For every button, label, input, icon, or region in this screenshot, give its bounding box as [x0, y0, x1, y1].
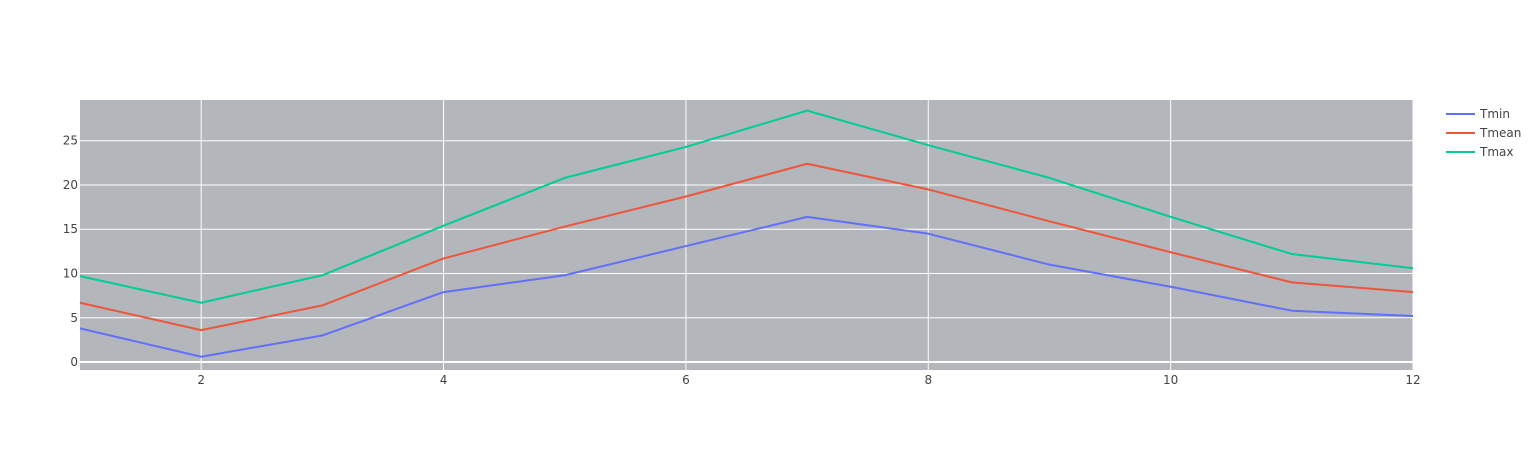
legend-item-tmean[interactable]: Tmean: [1446, 126, 1521, 140]
y-tick-label: 20: [63, 178, 78, 192]
y-tick-label: 0: [70, 355, 78, 369]
legend-label: Tmax: [1479, 145, 1513, 159]
series-line-tmin[interactable]: [79, 215, 1414, 358]
legend-label: Tmean: [1479, 126, 1521, 140]
legend[interactable]: Tmin Tmean Tmax: [1446, 107, 1521, 159]
x-tick-label: 10: [1163, 373, 1178, 387]
x-axis-ticks: 2 4 6 8 10 12: [197, 373, 1420, 387]
x-tick-label: 12: [1405, 373, 1420, 387]
y-tick-label: 15: [63, 222, 78, 236]
y-gridlines: [80, 140, 1413, 319]
y-tick-label: 5: [70, 311, 78, 325]
y-axis-ticks: 0 5 10 15 20 25: [63, 134, 78, 369]
legend-label: Tmin: [1479, 107, 1510, 121]
x-tick-label: 8: [924, 373, 932, 387]
series-line-tmax[interactable]: [79, 109, 1414, 304]
plot-background: [80, 100, 1413, 370]
x-tick-label: 4: [440, 373, 448, 387]
legend-item-tmin[interactable]: Tmin: [1446, 107, 1510, 121]
x-tick-label: 2: [197, 373, 205, 387]
y-tick-label: 10: [63, 267, 78, 281]
y-tick-label: 25: [63, 134, 78, 148]
x-tick-label: 6: [682, 373, 690, 387]
legend-item-tmax[interactable]: Tmax: [1446, 145, 1513, 159]
series-line-tmean[interactable]: [79, 162, 1414, 332]
series-lines: [79, 109, 1414, 358]
